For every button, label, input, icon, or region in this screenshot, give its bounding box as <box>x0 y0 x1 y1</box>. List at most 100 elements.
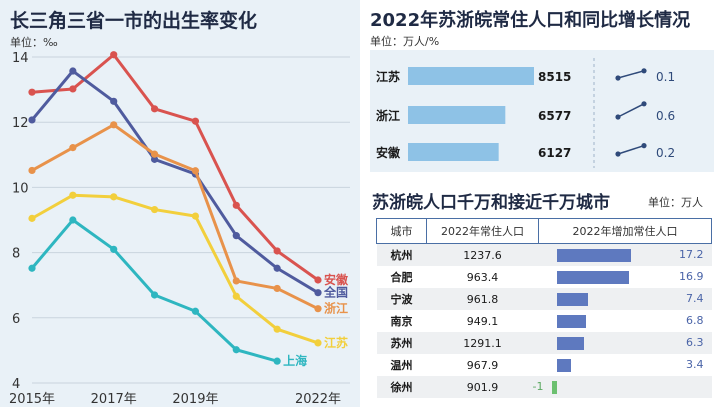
growth-point <box>615 151 621 157</box>
y-tick-label: 10 <box>12 181 29 196</box>
data-point <box>69 85 77 93</box>
data-point <box>69 191 77 199</box>
data-point <box>314 276 322 284</box>
birth-rate-unit: 单位：‰ <box>10 36 58 49</box>
table-row: 合肥 963.4 16.9 <box>376 266 712 288</box>
growth-point <box>615 114 621 120</box>
city-name: 温州 <box>376 354 427 376</box>
birth-rate-title: 长三角三省一市的出生率变化 <box>10 10 258 32</box>
series-label: 浙江 <box>324 301 348 316</box>
province-label: 安徽 <box>376 145 401 160</box>
data-point <box>69 67 77 75</box>
y-tick-label: 14 <box>12 51 29 66</box>
city-increase-cell: 17.2 <box>538 243 712 266</box>
x-tick-label: 2015年 <box>9 392 55 407</box>
x-tick-label: 2022年 <box>295 392 341 407</box>
growth-point <box>641 101 647 107</box>
table-row: 杭州 1237.6 17.2 <box>376 243 712 266</box>
data-point <box>150 205 159 214</box>
city-table-panel: 苏浙皖人口千万和接近千万城市 单位：万人 城市 2022年常住人口 2022年增… <box>362 182 720 407</box>
growth-point <box>641 68 647 74</box>
series-label: 安徽 <box>324 272 349 287</box>
series-line-全国 <box>30 69 319 294</box>
data-point <box>191 167 200 175</box>
table-row: 宁波 961.8 7.4 <box>376 288 712 310</box>
data-point <box>232 232 240 240</box>
city-increase-cell: 3.4 <box>538 354 712 376</box>
y-tick-label: 4 <box>12 377 20 392</box>
growth-point <box>615 75 621 81</box>
header-city: 城市 <box>376 218 427 244</box>
data-point <box>69 216 77 224</box>
data-point <box>110 51 118 59</box>
data-point <box>273 247 281 255</box>
x-tick-label: 2017年 <box>91 392 137 407</box>
data-point <box>191 212 200 220</box>
birth-rate-panel: 长三角三省一市的出生率变化 单位：‰ 4 6 8 10 12 14 2015年 2017年 20… <box>0 0 360 407</box>
data-point <box>314 289 322 297</box>
city-table-header: 城市 2022年常住人口 2022年增加常住人口 <box>376 218 712 244</box>
city-population: 1237.6 <box>426 243 539 266</box>
population-panel: 2022年苏浙皖常住人口和同比增长情况 单位：万人/% 江苏 8515 0.1 浙江 6… <box>362 0 720 178</box>
series-line-浙江 <box>31 123 319 311</box>
increase-value: 6.8 <box>686 314 704 327</box>
population-value: 8515 <box>538 70 571 84</box>
data-point <box>28 88 36 96</box>
city-table-unit: 单位：万人 <box>648 196 703 209</box>
city-name: 徐州 <box>376 376 427 398</box>
city-increase-cell: -1 <box>533 376 712 398</box>
increase-value: 17.2 <box>679 248 704 261</box>
y-tick-label: 12 <box>12 116 29 131</box>
y-tick-label: 8 <box>12 247 20 262</box>
city-name: 杭州 <box>376 243 427 266</box>
city-table-title: 苏浙皖人口千万和接近千万城市 <box>372 193 610 213</box>
increase-bar <box>556 359 572 372</box>
increase-value: 6.3 <box>686 336 704 349</box>
data-point <box>314 339 322 347</box>
population-bar <box>408 67 534 85</box>
data-point <box>28 264 36 272</box>
series-label: 全国 <box>323 285 348 300</box>
city-population: 963.4 <box>426 266 539 288</box>
header-population: 2022年常住人口 <box>426 218 539 244</box>
data-point <box>150 291 159 299</box>
city-population: 961.8 <box>426 288 539 310</box>
province-label: 江苏 <box>376 69 400 84</box>
city-increase-cell: 6.3 <box>538 332 712 354</box>
data-point <box>273 357 281 365</box>
city-population: 1291.1 <box>426 332 539 354</box>
data-point <box>232 277 240 285</box>
province-label: 浙江 <box>376 108 400 123</box>
data-point <box>110 193 118 201</box>
increase-bar <box>556 271 630 284</box>
increase-value: 3.4 <box>686 358 704 371</box>
data-point <box>69 144 77 152</box>
data-point <box>273 264 281 272</box>
data-point <box>232 346 240 354</box>
city-increase-cell: 7.4 <box>538 288 712 310</box>
population-bar <box>408 106 506 124</box>
increase-bar-negative <box>551 381 557 394</box>
city-name: 合肥 <box>376 266 427 288</box>
table-row: 徐州 901.9 -1 <box>376 376 712 398</box>
city-name: 南京 <box>376 310 427 332</box>
data-point <box>150 105 159 113</box>
city-population: 949.1 <box>426 310 539 332</box>
city-name: 苏州 <box>376 332 427 354</box>
growth-point <box>641 143 647 149</box>
series-line-江苏 <box>31 193 319 345</box>
data-point <box>191 117 200 125</box>
data-point <box>273 284 281 293</box>
growth-slope <box>617 103 645 118</box>
y-tick-label: 6 <box>12 312 20 327</box>
increase-bar <box>556 315 586 328</box>
series-label: 上海 <box>283 353 307 368</box>
city-population: 967.9 <box>426 354 539 376</box>
data-point <box>28 166 36 175</box>
x-tick-label: 2019年 <box>172 392 218 407</box>
data-point <box>150 155 159 163</box>
data-point <box>273 325 281 333</box>
series-line-安徽 <box>31 53 319 282</box>
population-bar <box>408 143 499 161</box>
